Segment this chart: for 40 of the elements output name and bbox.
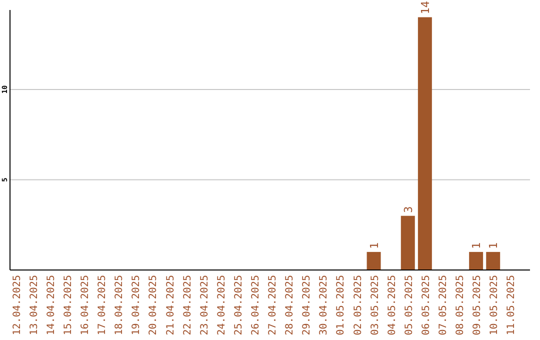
- x-tick-label: 05.05.2025: [404, 275, 415, 336]
- bar: [400, 216, 415, 270]
- x-tick-label: 23.04.2025: [199, 275, 210, 336]
- x-tick-label: 04.05.2025: [386, 275, 398, 336]
- data-label: 1: [487, 242, 500, 249]
- x-tick-label: 11.05.2025: [506, 275, 518, 336]
- x-tick-label: 29.04.2025: [302, 275, 313, 336]
- x-tick-label: 22.04.2025: [182, 275, 194, 336]
- bar: [469, 252, 484, 270]
- x-tick-label: 13.04.2025: [28, 275, 40, 336]
- x-tick-label: 06.05.2025: [420, 275, 432, 336]
- x-tick-label: 12.04.2025: [12, 275, 23, 336]
- data-label: 1: [470, 242, 484, 249]
- x-tick-label: 19.04.2025: [131, 275, 142, 336]
- x-tick-label: 03.05.2025: [370, 275, 381, 336]
- x-tick-label: 07.05.2025: [438, 275, 449, 336]
- x-tick-label: 15.04.2025: [62, 275, 74, 336]
- x-tick-label: 24.04.2025: [216, 275, 228, 336]
- data-label: 14: [418, 0, 432, 14]
- x-tick-label: 08.05.2025: [455, 275, 466, 336]
- x-tick-label: 30.04.2025: [318, 275, 330, 336]
- data-label: 1: [368, 242, 381, 249]
- x-tick-label: 27.04.2025: [268, 275, 279, 336]
- x-tick-label: 02.05.2025: [352, 275, 364, 336]
- x-tick-label: 20.04.2025: [148, 275, 160, 336]
- x-tick-label: 17.04.2025: [97, 275, 108, 336]
- x-tick-label: 09.05.2025: [472, 275, 484, 336]
- data-label: 3: [402, 206, 415, 213]
- bar: [366, 252, 381, 270]
- x-tick-label: 01.05.2025: [336, 275, 347, 336]
- x-tick-label: 18.04.2025: [114, 275, 126, 336]
- x-tick-label: 16.04.2025: [80, 275, 92, 336]
- x-tick-label: 26.04.2025: [250, 275, 262, 336]
- bar: [418, 17, 432, 270]
- bar: [486, 252, 500, 270]
- x-tick-label: 14.04.2025: [46, 275, 57, 336]
- x-tick-label: 25.04.2025: [233, 275, 244, 336]
- x-tick-label: 10.05.2025: [489, 275, 500, 336]
- x-tick-label: 21.04.2025: [165, 275, 176, 336]
- x-tick-label: 28.04.2025: [284, 275, 296, 336]
